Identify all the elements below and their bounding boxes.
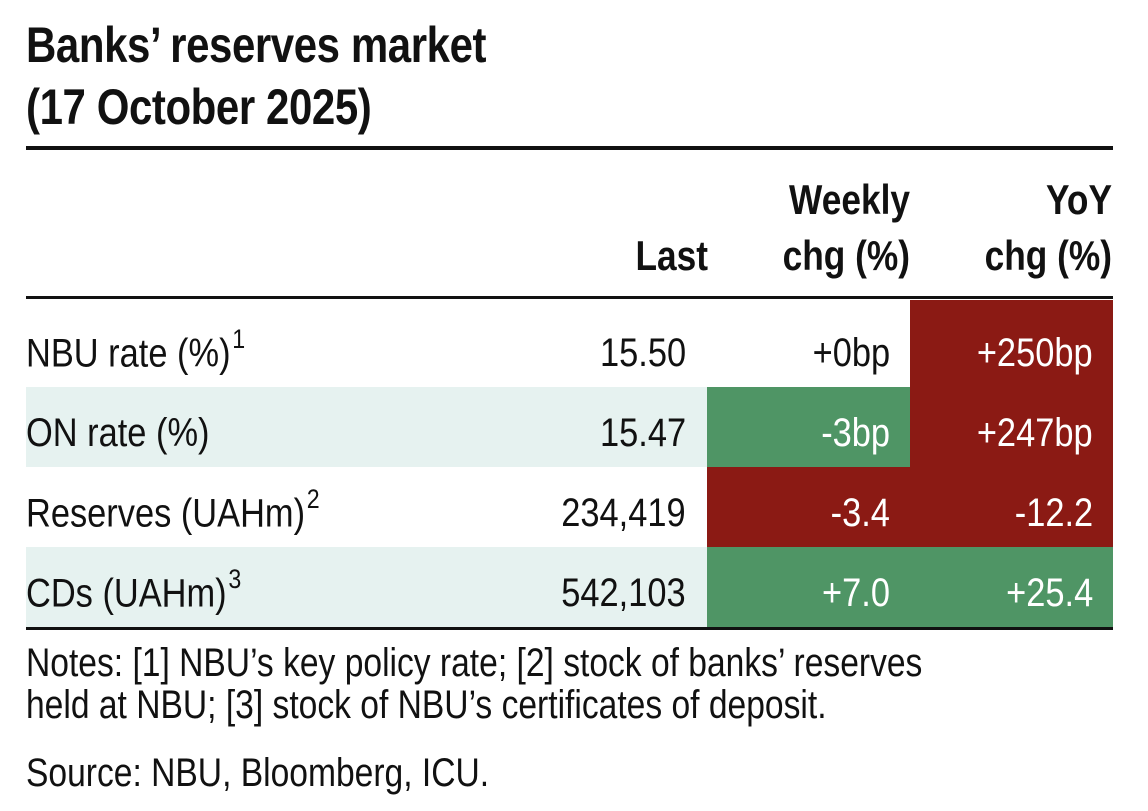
footnote-marker: 2 xyxy=(306,483,320,514)
row-label: CDs (UAHm)3 xyxy=(26,563,242,615)
cell-last: 15.50 xyxy=(599,331,686,375)
footnote-marker: 1 xyxy=(232,323,246,354)
cell-weekly: -3.4 xyxy=(707,467,910,547)
row-label: ON rate (%) xyxy=(26,411,210,455)
table-row: CDs (UAHm)3 542,103 +7.0 +25.4 xyxy=(26,547,1113,627)
top-rule xyxy=(26,146,1113,150)
row-label: NBU rate (%)1 xyxy=(26,323,246,375)
cell-yoy: -12.2 xyxy=(910,467,1113,547)
cell-yoy: +247bp xyxy=(910,387,1113,467)
footnote-line-1: Notes: [1] NBU’s key policy rate; [2] st… xyxy=(26,641,923,685)
source-note: Source: NBU, Bloomberg, ICU. xyxy=(26,751,490,795)
table-row: NBU rate (%)1 15.50 +0bp +250bp xyxy=(26,300,1113,387)
page-title: Banks’ reserves market (17 October 2025) xyxy=(26,14,950,138)
cell-yoy: +25.4 xyxy=(910,547,1113,627)
cell-weekly: +0bp xyxy=(812,331,890,375)
cell-last: 234,419 xyxy=(561,491,686,535)
footnotes: Notes: [1] NBU’s key policy rate; [2] st… xyxy=(26,642,1101,726)
cell-last: 542,103 xyxy=(561,571,686,615)
title-line-2: (17 October 2025) xyxy=(26,79,372,135)
cell-last: 15.47 xyxy=(599,411,686,455)
cell-yoy: +250bp xyxy=(910,300,1113,387)
footnote-line-2: held at NBU; [3] stock of NBU’s certific… xyxy=(26,683,827,727)
cell-weekly: -3bp xyxy=(707,387,910,467)
table-row: ON rate (%) 15.47 -3bp +247bp xyxy=(26,387,1113,467)
row-label: Reserves (UAHm)2 xyxy=(26,483,320,535)
column-header-weekly: Weekly chg (%) xyxy=(782,176,910,279)
table-row: Reserves (UAHm)2 234,419 -3.4 -12.2 xyxy=(26,467,1113,547)
header-rule xyxy=(26,296,1113,299)
title-line-1: Banks’ reserves market xyxy=(26,17,487,73)
column-header-yoy: YoY chg (%) xyxy=(984,176,1112,279)
footnote-marker: 3 xyxy=(228,563,242,594)
cell-weekly: +7.0 xyxy=(707,547,910,627)
column-header-last: Last xyxy=(635,232,708,279)
bottom-rule xyxy=(26,627,1113,630)
